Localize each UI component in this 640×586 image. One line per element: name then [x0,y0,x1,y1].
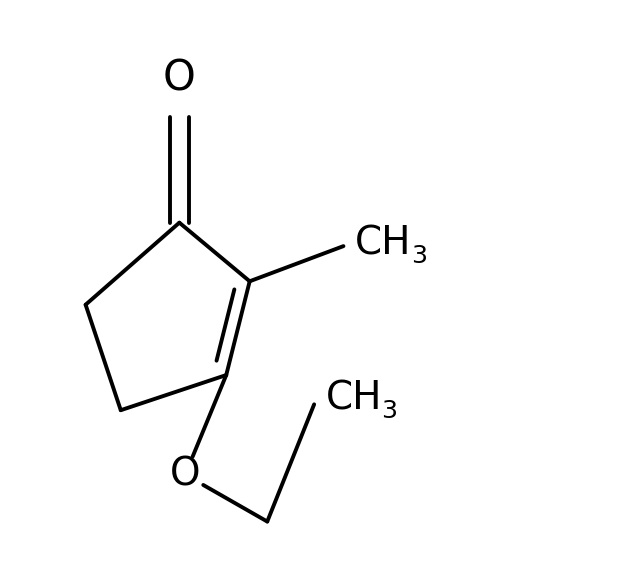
Text: O: O [170,456,200,493]
Text: 3: 3 [411,244,427,268]
Text: CH: CH [355,224,412,262]
Text: CH: CH [326,380,382,417]
Text: O: O [163,57,196,100]
Text: 3: 3 [381,400,397,423]
